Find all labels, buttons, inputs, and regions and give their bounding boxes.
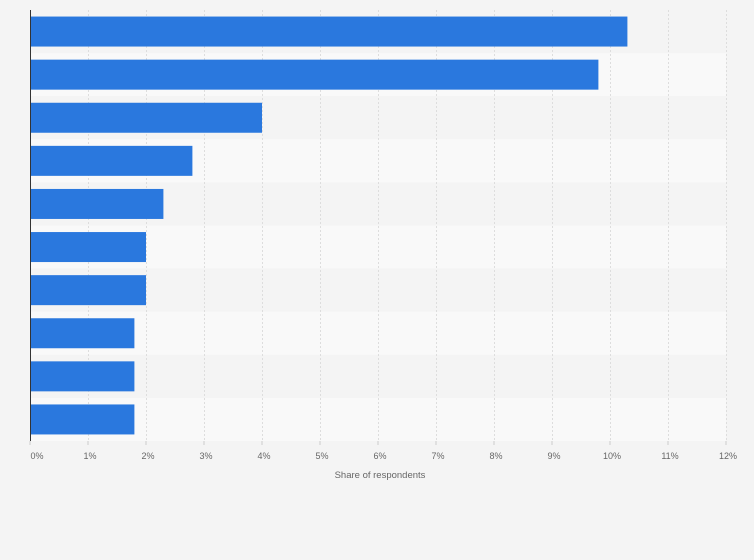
bars (30, 16, 628, 435)
x-tick-label: 3% (199, 451, 212, 461)
x-tick-label: 12% (719, 451, 737, 461)
x-axis-ticks: 0% 1% 2% 3% 4% 5% 6% 7% 8% 9% 10% 11% 12% (29, 441, 737, 461)
x-tick-label: 10% (603, 451, 621, 461)
bar (30, 145, 193, 176)
x-tick-label: 1% (83, 451, 96, 461)
bar (30, 102, 262, 133)
x-tick-label: 9% (547, 451, 560, 461)
bar (30, 16, 628, 47)
x-tick-label: 0% (30, 451, 43, 461)
bar (30, 404, 135, 435)
bar (30, 59, 599, 90)
bar (30, 275, 146, 306)
bar (30, 188, 164, 219)
x-tick-label: 6% (373, 451, 386, 461)
x-tick-label: 7% (431, 451, 444, 461)
x-tick-label: 11% (661, 451, 678, 461)
x-axis-title: Share of respondents (335, 470, 426, 481)
x-tick-label: 4% (257, 451, 270, 461)
bar (30, 232, 146, 263)
x-tick-label: 8% (489, 451, 502, 461)
x-tick-label: 5% (315, 451, 328, 461)
x-tick-label: 2% (141, 451, 154, 461)
bar (30, 361, 135, 392)
bar (30, 318, 135, 349)
